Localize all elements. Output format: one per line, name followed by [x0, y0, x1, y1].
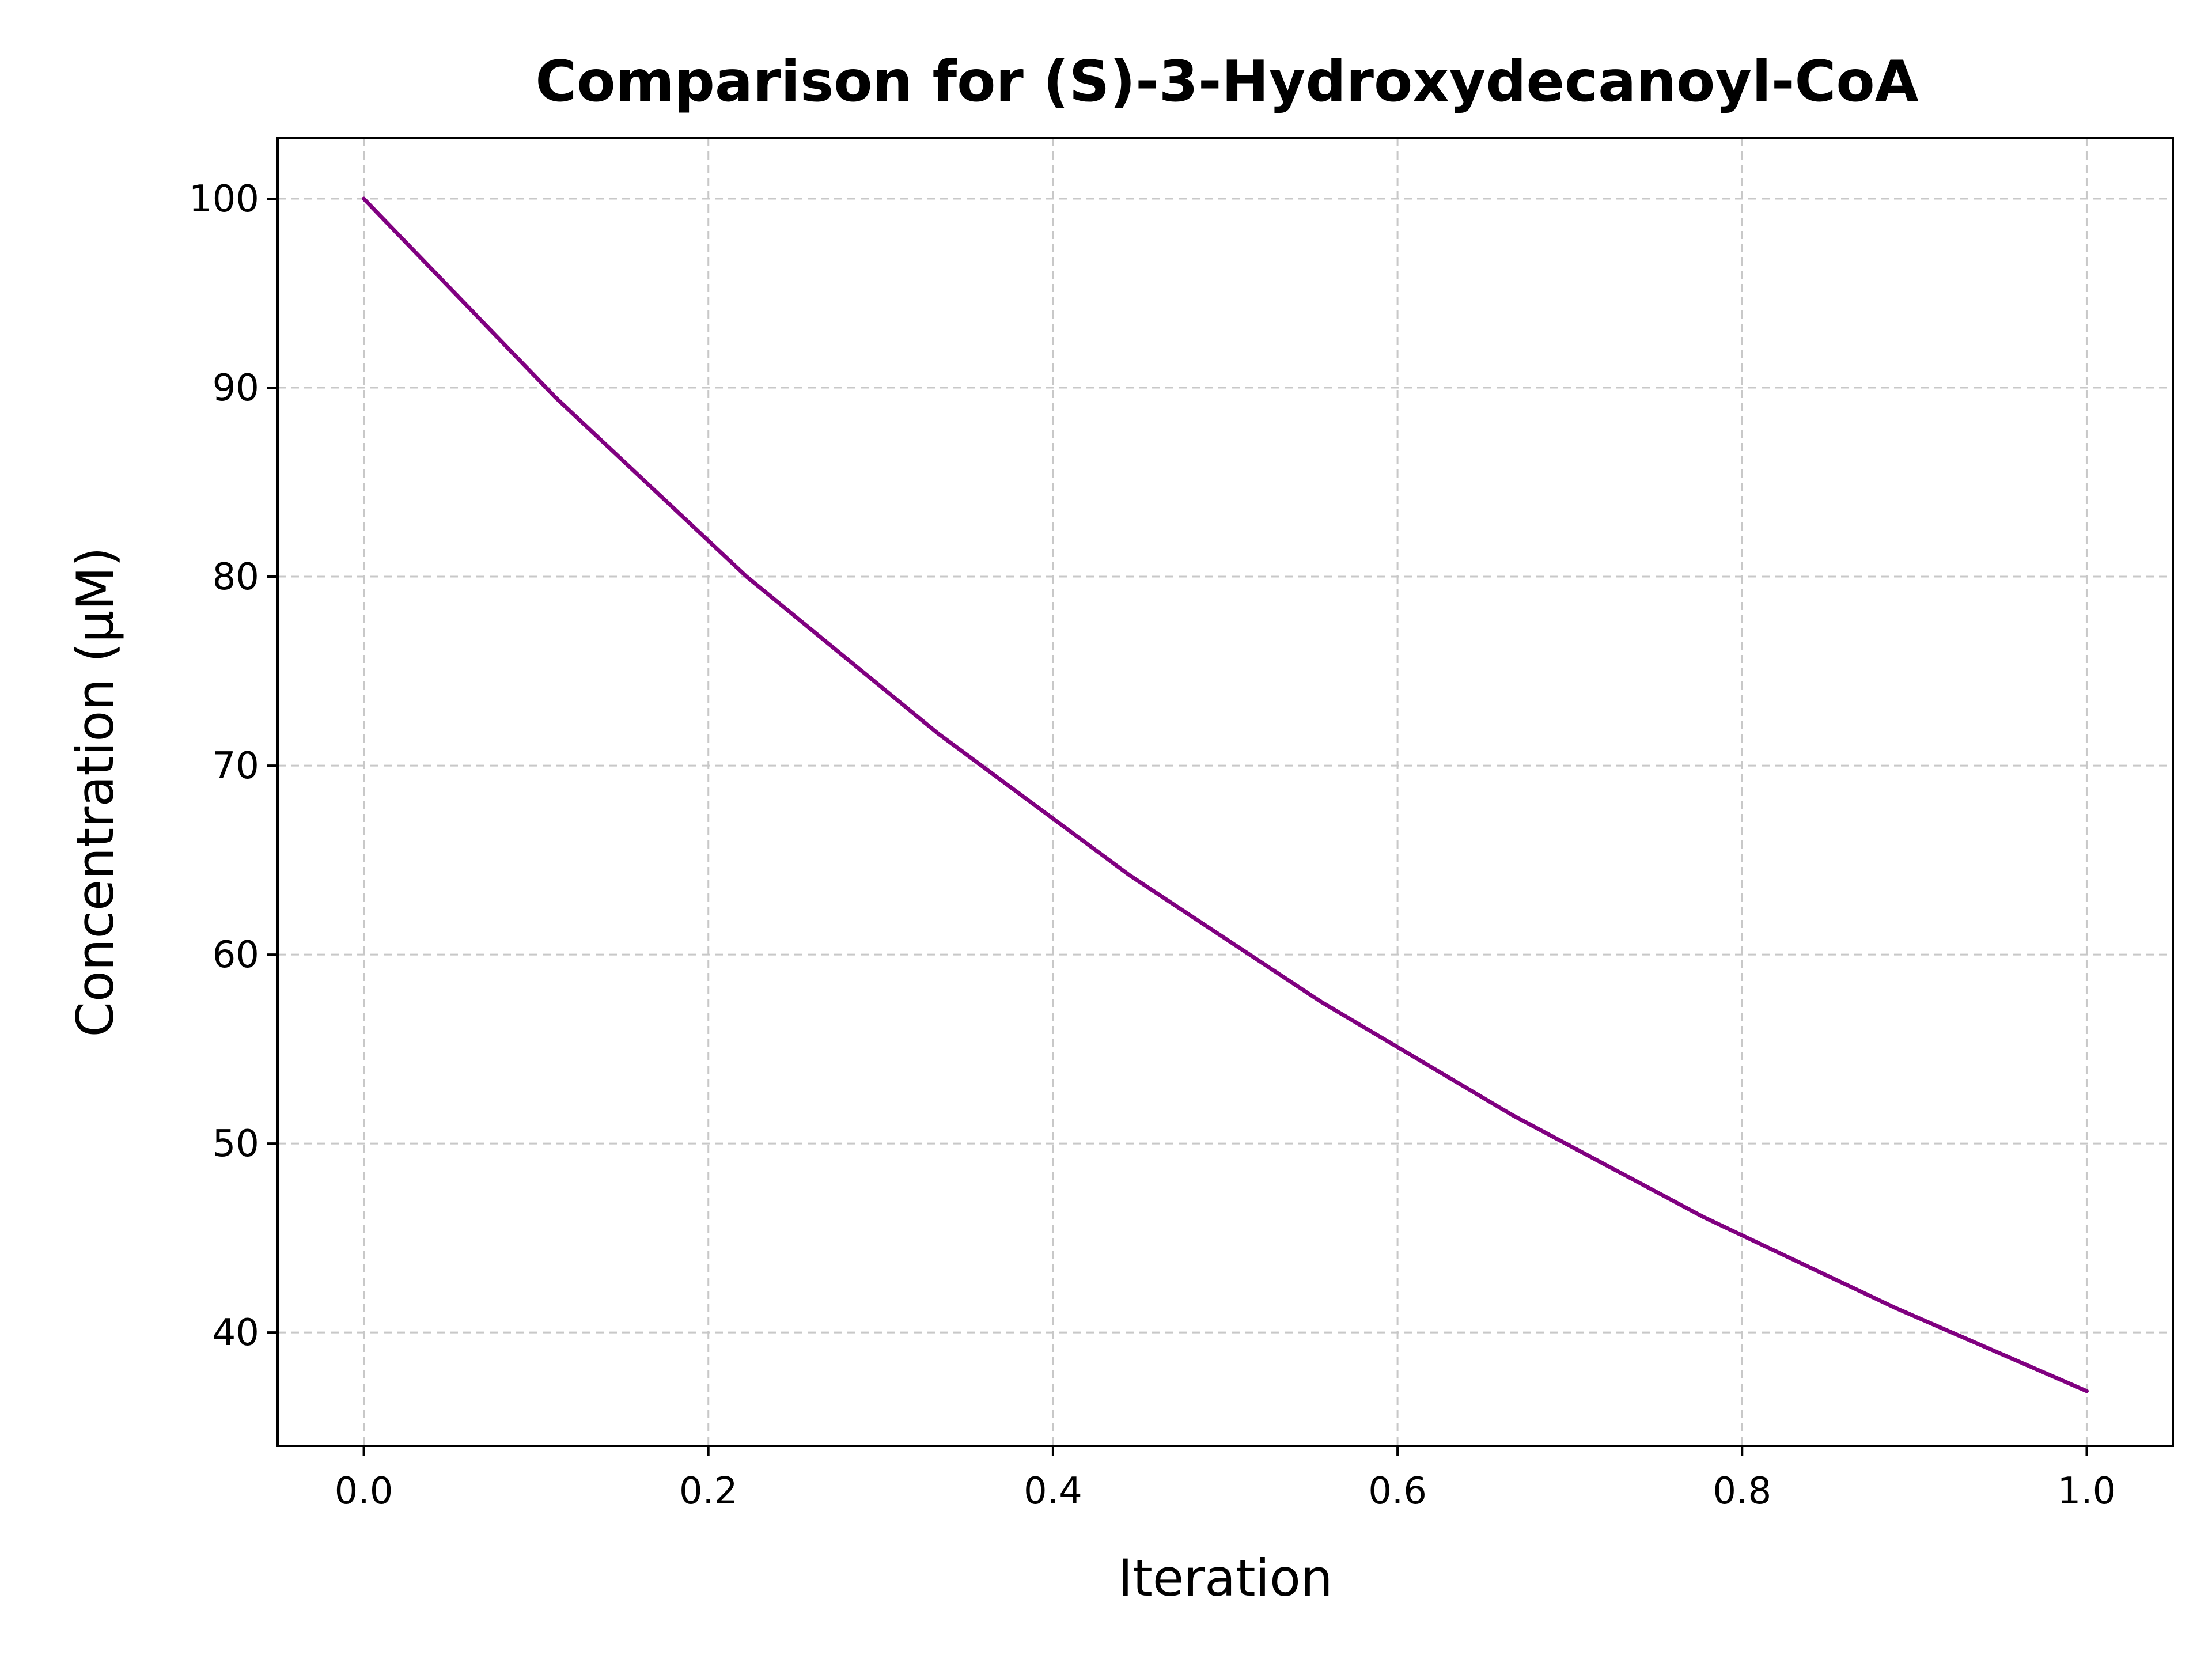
- x-tick-label: 0.8: [1713, 1470, 1771, 1513]
- x-tick-label: 0.6: [1368, 1470, 1427, 1513]
- x-axis-ticks: 0.0 0.2 0.4 0.6 0.8 1.0: [335, 1446, 2116, 1513]
- series-layer: [362, 196, 2089, 1393]
- y-tick-label: 70: [213, 745, 259, 787]
- x-tick-label: 0.2: [679, 1470, 738, 1513]
- series-line: [362, 196, 2089, 1393]
- x-tick-label: 0.4: [1024, 1470, 1082, 1513]
- y-tick-label: 60: [213, 934, 259, 976]
- grid-lines: [278, 138, 2173, 1446]
- x-tick-label: 1.0: [2058, 1470, 2116, 1513]
- y-tick-label: 40: [213, 1312, 259, 1354]
- y-axis-label: Concentration (μM): [66, 547, 125, 1037]
- x-tick-label: 0.0: [335, 1470, 393, 1513]
- chart-title: Comparison for (S)-3-Hydroxydecanoyl-CoA: [535, 49, 1918, 115]
- plot-frame: [276, 137, 2174, 1447]
- y-tick-label: 80: [213, 556, 259, 599]
- x-axis-label: Iteration: [1118, 1548, 1332, 1608]
- y-tick-label: 100: [189, 178, 259, 221]
- y-tick-label: 90: [213, 367, 259, 410]
- y-tick-label: 50: [213, 1123, 259, 1165]
- y-axis-ticks: 40 50 60 70 80 90 100: [189, 178, 278, 1354]
